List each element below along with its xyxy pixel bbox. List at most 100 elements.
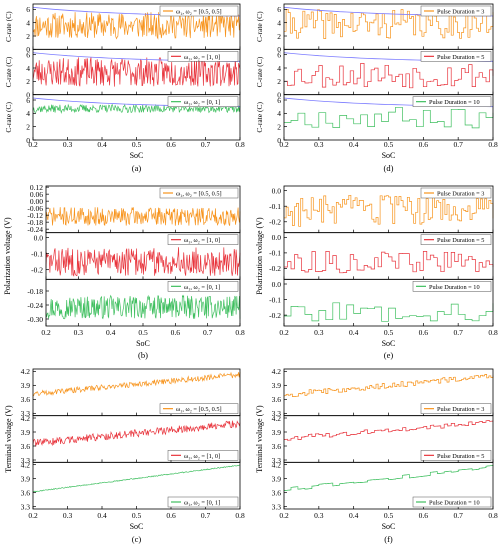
x-tick-label: 0.2	[28, 511, 38, 520]
legend-label: ω₁, ω₂ = [0.5, 0.5]	[176, 9, 222, 16]
y-tick-label: 4.2	[272, 367, 282, 376]
y-tick-label: 6	[277, 5, 281, 14]
series-line	[32, 420, 241, 447]
y-tick-label: -0.30	[27, 315, 43, 324]
x-tick-label: 0.6	[166, 140, 176, 149]
panel-e-1: 0.0 -0.1 -0.2 Pulse Duration = 3	[269, 185, 494, 234]
x-tick-label: 0.7	[453, 511, 463, 520]
series-line	[32, 56, 241, 87]
legend: ω₁, ω₂ = [0, 1]	[167, 96, 239, 107]
series-line	[284, 420, 494, 441]
series-line	[284, 465, 494, 491]
legend: ω₁, ω₂ = [0, 1]	[167, 281, 239, 292]
y-tick-label: 6	[277, 50, 281, 59]
x-tick-label: 0.7	[201, 140, 211, 149]
panel-a-3: 0 2 4 6 C-rate (C) ω₁, ω₂ = [0, 1]	[4, 94, 241, 145]
series-line	[284, 251, 494, 274]
legend-label: Pulse Duration = 10	[429, 500, 480, 507]
y-axis-label: Polarization voltage (V)	[3, 217, 12, 295]
y-tick-label: 0.0	[272, 280, 282, 289]
legend-label: ω₁, ω₂ = [0.5, 0.5]	[176, 406, 222, 413]
panel-f-1: 4.2 3.9 3.6 3.3 Pulse Duration = 3	[272, 367, 494, 418]
legend-label: ω₁, ω₂ = [0, 1]	[184, 500, 220, 507]
y-tick-label: 3.6	[272, 395, 282, 404]
legend: Pulse Duration = 3	[420, 187, 492, 199]
subfigure-caption: (e)	[384, 350, 394, 360]
y-tick-label: 4	[26, 64, 30, 73]
y-tick-label: 2	[277, 77, 281, 86]
x-tick-label: 0.2	[279, 511, 289, 520]
y-tick-label: -0.1	[269, 295, 281, 304]
x-axis-label: SoC	[382, 151, 396, 160]
series-line	[284, 63, 494, 89]
y-tick-label: -0.1	[31, 249, 43, 258]
y-tick-label: 3.6	[21, 488, 31, 497]
x-tick-label: 0.2	[279, 328, 289, 337]
legend: Pulse Duration = 5	[420, 450, 492, 461]
series-line	[284, 302, 494, 322]
legend-label: ω₁, ω₂ = [0.5, 0.5]	[176, 191, 222, 198]
y-axis-label: C-rate (C)	[255, 11, 264, 42]
x-tick-label: 0.5	[384, 328, 394, 337]
y-tick-label: -0.18	[27, 287, 43, 296]
x-tick-label: 0.4	[97, 140, 107, 149]
panel-c-3: 4.2 3.9 3.6 3.3 ω₁, ω₂ = [0, 1]	[21, 460, 241, 511]
y-tick-label: 4	[277, 18, 281, 27]
y-tick-label: 2	[26, 32, 30, 41]
x-tick-label: 0.3	[63, 140, 73, 149]
legend: Pulse Duration = 5	[420, 51, 492, 62]
y-tick-label: 0	[277, 136, 281, 145]
y-tick-label: 4.2	[272, 460, 282, 469]
legend-label: ω₁, ω₂ = [1, 0]	[184, 453, 220, 460]
x-tick-label: 0.4	[349, 328, 359, 337]
y-tick-label: 3.3	[21, 502, 31, 511]
y-tick-label: 4	[26, 18, 30, 27]
y-tick-label: 3.3	[21, 409, 31, 418]
x-tick-label: 0.7	[201, 511, 211, 520]
y-tick-label: 3.6	[272, 442, 282, 451]
x-tick-label: 0.5	[132, 140, 142, 149]
legend-label: Pulse Duration = 3	[437, 191, 484, 198]
x-tick-label: 0.5	[138, 328, 148, 337]
y-tick-label: -0.2	[269, 218, 281, 227]
y-tick-label: 0	[277, 45, 281, 54]
y-tick-label: 0	[277, 90, 281, 99]
legend-label: ω₁, ω₂ = [0, 1]	[184, 284, 220, 291]
legend: Pulse Duration = 10	[412, 281, 492, 292]
legend: ω₁, ω₂ = [1, 0]	[167, 51, 239, 62]
series-line	[284, 106, 494, 129]
legend-label: Pulse Duration = 3	[437, 9, 484, 16]
legend: ω₁, ω₂ = [0.5, 0.5]	[159, 187, 239, 199]
legend-label: ω₁, ω₂ = [0, 1]	[184, 99, 220, 106]
legend: ω₁, ω₂ = [0.5, 0.5]	[159, 403, 239, 414]
x-tick-label: 0.8	[235, 328, 245, 337]
x-tick-label: 0.3	[314, 328, 324, 337]
y-tick-label: 0	[26, 136, 30, 145]
y-tick-label: 3.6	[21, 395, 31, 404]
x-tick-label: 0.6	[419, 328, 429, 337]
y-axis-label: Terminal voltage (V)	[4, 405, 13, 473]
legend-label: Pulse Duration = 10	[429, 99, 480, 106]
legend-label: ω₁, ω₂ = [1, 0]	[184, 237, 220, 244]
x-tick-label: 0.4	[349, 140, 359, 149]
y-tick-label: 0.00	[30, 197, 43, 206]
y-tick-label: 6	[277, 96, 281, 105]
chart-d: 0 2 4 6 C-rate (C) Pulse Duration = 3 0 2 4 6 C-ra…	[255, 3, 498, 173]
legend: ω₁, ω₂ = [0.5, 0.5]	[159, 5, 239, 17]
y-tick-label: 6	[26, 5, 30, 14]
y-tick-label: 2	[277, 32, 281, 41]
legend: Pulse Duration = 3	[420, 403, 492, 414]
panel-f-3: 4.2 3.9 3.6 3.3 Pulse Duration = 10	[272, 460, 494, 511]
chart-c: 4.2 3.9 3.6 3.3 ω₁, ω₂ = [0.5, 0.5] 4.2 3.9 3.6…	[4, 367, 245, 544]
series-line	[45, 247, 241, 277]
y-tick-label: 3.3	[272, 409, 282, 418]
x-tick-label: 0.7	[453, 328, 463, 337]
y-tick-label: 3.9	[272, 428, 282, 437]
panel-d-2: 0 2 4 6 C-rate (C) Pulse Duration = 5	[255, 48, 494, 99]
y-tick-label: 4.2	[21, 367, 31, 376]
x-tick-label: 0.8	[488, 511, 498, 520]
panel-c-1: 4.2 3.9 3.6 3.3 ω₁, ω₂ = [0.5, 0.5]	[21, 367, 241, 418]
y-tick-label: 6	[26, 96, 30, 105]
y-tick-label: 3.3	[272, 502, 282, 511]
y-tick-label: 0	[26, 90, 30, 99]
